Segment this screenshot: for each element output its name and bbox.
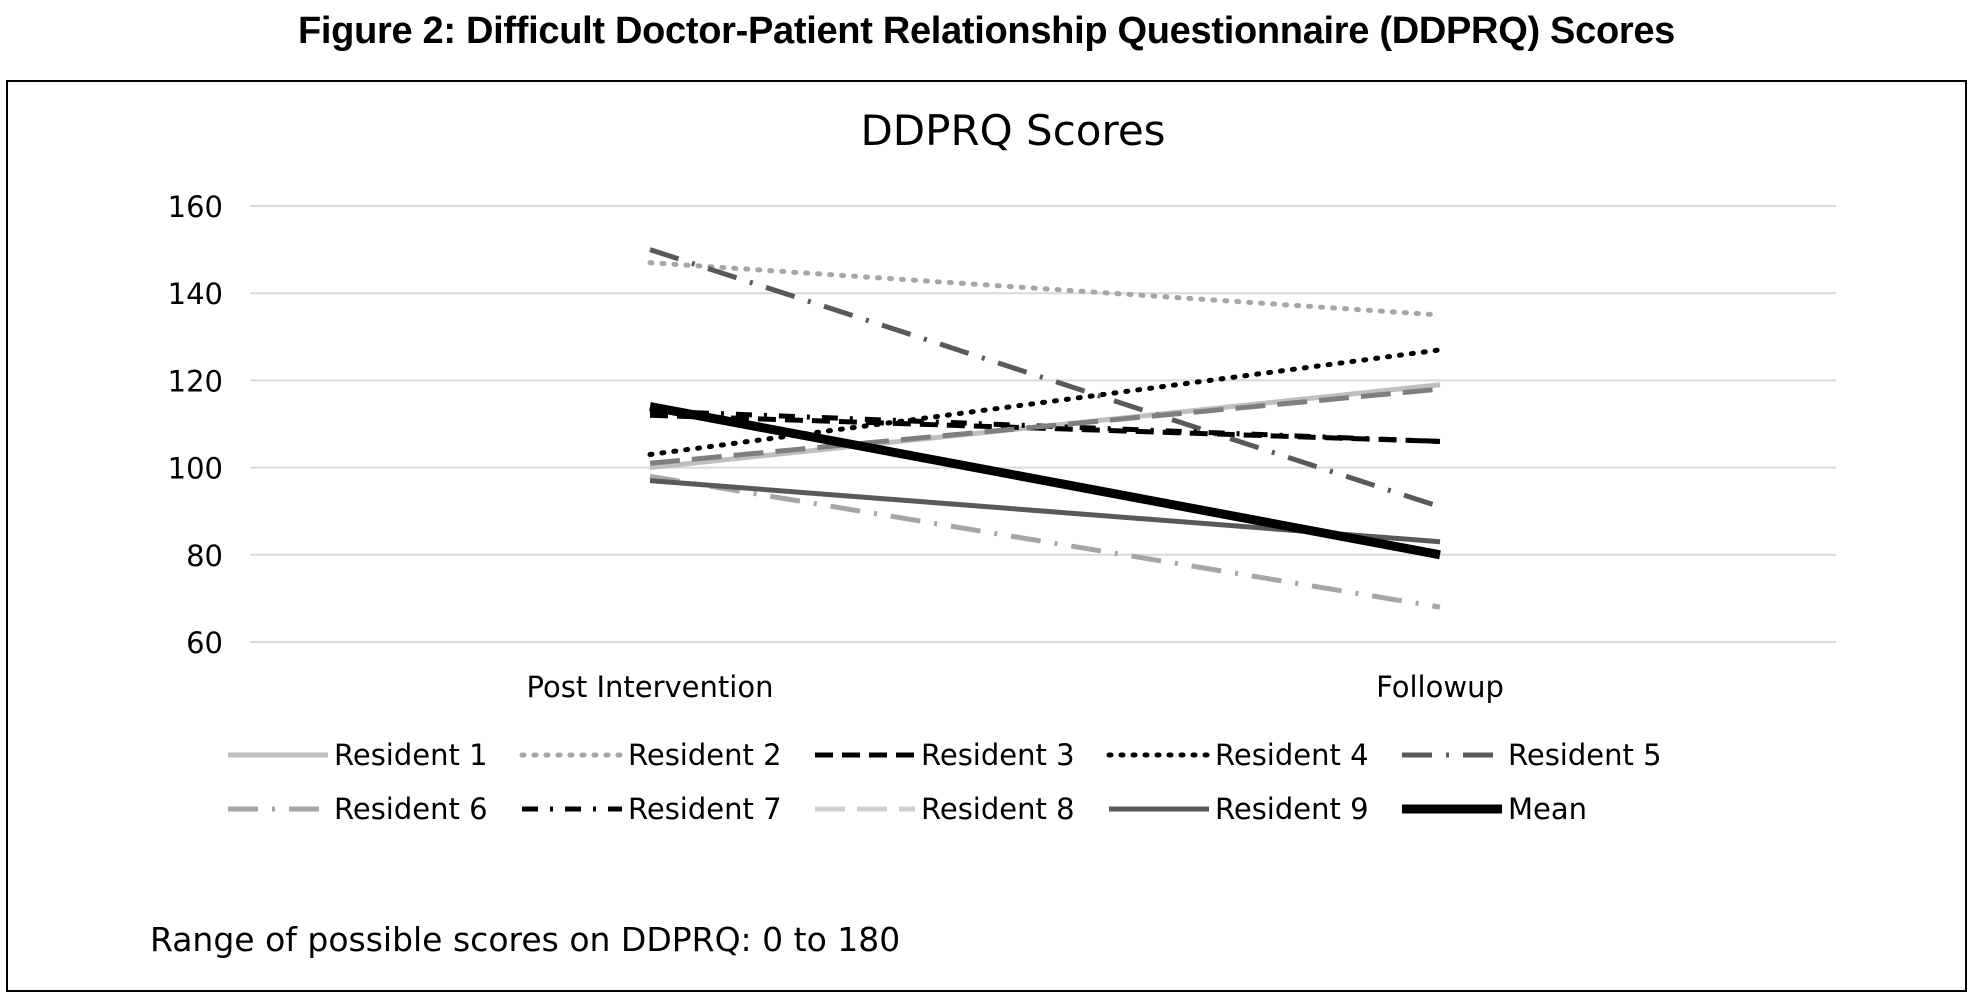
series-lines: [647, 247, 1443, 610]
y-tick-label: 80: [186, 539, 223, 573]
legend-label-resident-1: Resident 1: [334, 738, 488, 772]
legend-label-resident-8: Resident 8: [921, 792, 1075, 826]
y-axis-ticks: 60 80 100 120 140 160: [168, 190, 223, 660]
legend: Resident 1 Resident 2 Resident 3 Resident 4…: [228, 738, 1662, 826]
x-axis-ticks: Post Intervention Followup: [527, 670, 1504, 704]
y-tick-label: 120: [168, 364, 223, 398]
series-line-resident-6: [649, 473, 1441, 610]
y-tick-label: 100: [168, 452, 223, 486]
legend-label-resident-5: Resident 5: [1508, 738, 1662, 772]
gridlines: [250, 205, 1836, 643]
y-tick-label: 140: [168, 277, 223, 311]
x-tick-label-followup: Followup: [1376, 670, 1504, 704]
footnote: Range of possible scores on DDPRQ: 0 to …: [150, 920, 901, 959]
legend-label-mean: Mean: [1508, 792, 1587, 826]
series-line-resident-8: [649, 386, 1441, 466]
y-tick-label: 160: [168, 190, 223, 224]
figure-caption: Figure 2: Difficult Doctor-Patient Relat…: [297, 10, 1676, 52]
series-line-mean: [649, 402, 1441, 560]
chart-title: DDPRQ Scores: [860, 106, 1165, 155]
series-line-resident-5: [649, 247, 1441, 510]
y-tick-label: 60: [186, 626, 223, 660]
series-line-resident-2: [647, 260, 1443, 318]
legend-label-resident-4: Resident 4: [1215, 738, 1369, 772]
legend-label-resident-7: Resident 7: [628, 792, 782, 826]
legend-label-resident-9: Resident 9: [1215, 792, 1369, 826]
series-line-resident-4: [647, 347, 1443, 458]
legend-label-resident-2: Resident 2: [628, 738, 782, 772]
figure-frame: [6, 80, 1967, 992]
legend-label-resident-6: Resident 6: [334, 792, 488, 826]
x-tick-label-post-intervention: Post Intervention: [527, 670, 774, 704]
legend-label-resident-3: Resident 3: [921, 738, 1075, 772]
